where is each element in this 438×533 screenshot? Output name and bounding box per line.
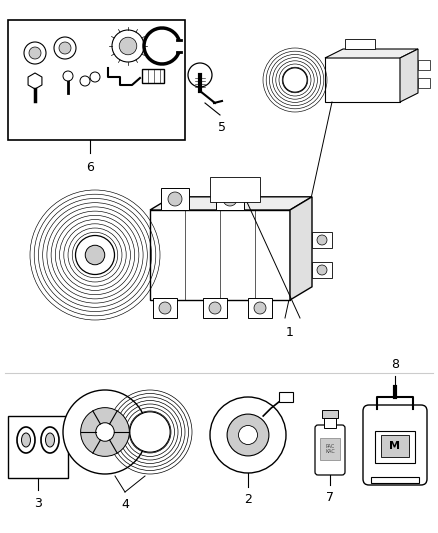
Bar: [142, 69, 164, 83]
Text: 6: 6: [86, 161, 94, 174]
Polygon shape: [400, 49, 418, 102]
Bar: [8, 416, 68, 478]
Circle shape: [130, 412, 170, 452]
Circle shape: [283, 68, 307, 92]
Bar: [418, 78, 430, 88]
Text: PAC
KAC: PAC KAC: [325, 443, 335, 455]
Circle shape: [209, 302, 221, 314]
Bar: [203, 298, 227, 318]
Text: M: M: [389, 441, 400, 451]
Circle shape: [223, 192, 237, 206]
Circle shape: [24, 42, 46, 64]
Circle shape: [85, 245, 105, 265]
Bar: [325, 57, 400, 102]
Bar: [371, 477, 419, 483]
Bar: [312, 262, 332, 278]
Bar: [418, 60, 430, 70]
Circle shape: [168, 192, 182, 206]
Circle shape: [90, 72, 100, 82]
Text: 5: 5: [218, 121, 226, 134]
Bar: [216, 188, 244, 210]
Ellipse shape: [21, 433, 31, 447]
Polygon shape: [28, 73, 42, 89]
Bar: [312, 232, 332, 248]
Circle shape: [54, 37, 76, 59]
Circle shape: [29, 47, 41, 59]
Bar: [322, 410, 338, 418]
Polygon shape: [325, 49, 418, 58]
Bar: [381, 435, 409, 457]
Ellipse shape: [46, 433, 54, 447]
Bar: [161, 188, 189, 210]
Text: 8: 8: [391, 358, 399, 371]
Circle shape: [59, 42, 71, 54]
Bar: [150, 210, 290, 300]
Circle shape: [75, 236, 114, 274]
Circle shape: [112, 30, 144, 62]
Circle shape: [96, 423, 114, 441]
Bar: [8, 20, 185, 140]
Bar: [279, 392, 293, 402]
Bar: [320, 438, 340, 460]
Text: 7: 7: [326, 491, 334, 504]
Circle shape: [159, 302, 171, 314]
Bar: [345, 39, 375, 49]
Circle shape: [119, 37, 137, 55]
Text: 3: 3: [34, 497, 42, 510]
Polygon shape: [290, 197, 312, 300]
Bar: [375, 431, 415, 463]
Bar: [153, 298, 177, 318]
FancyBboxPatch shape: [363, 405, 427, 485]
Bar: [324, 418, 336, 428]
Circle shape: [227, 414, 269, 456]
Bar: [248, 298, 272, 318]
Ellipse shape: [17, 427, 35, 453]
Circle shape: [254, 302, 266, 314]
Circle shape: [317, 265, 327, 275]
Ellipse shape: [41, 427, 59, 453]
Circle shape: [63, 390, 147, 474]
Circle shape: [80, 76, 90, 86]
Circle shape: [210, 397, 286, 473]
Polygon shape: [150, 197, 312, 210]
Text: 1: 1: [286, 326, 294, 339]
Text: 4: 4: [121, 498, 129, 511]
Text: 2: 2: [244, 493, 252, 506]
Circle shape: [239, 425, 258, 445]
Circle shape: [317, 235, 327, 245]
Circle shape: [63, 71, 73, 81]
Bar: [210, 177, 260, 202]
Circle shape: [81, 408, 129, 456]
Circle shape: [188, 63, 212, 87]
FancyBboxPatch shape: [315, 425, 345, 475]
